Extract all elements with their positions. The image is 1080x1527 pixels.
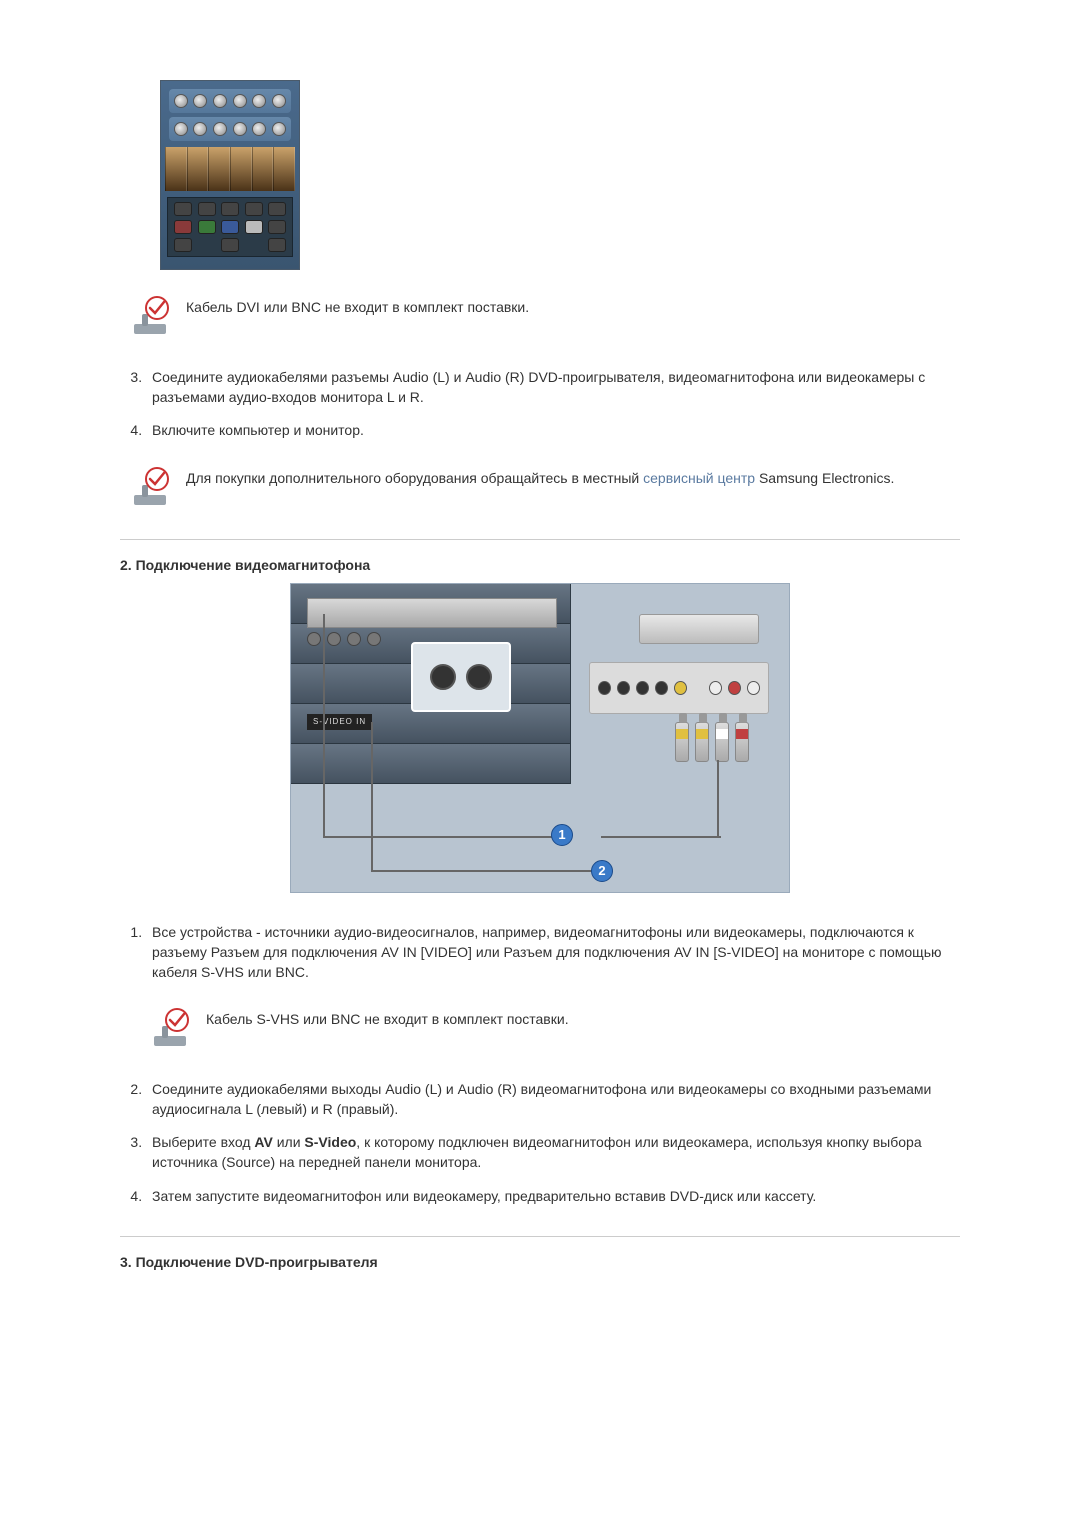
note-text: Для покупки дополнительного оборудования… bbox=[186, 465, 894, 489]
list-item: Все устройства - источники аудио-видеоси… bbox=[146, 923, 960, 982]
list-item: Включите компьютер и монитор. bbox=[146, 421, 960, 441]
note-icon bbox=[150, 1006, 190, 1050]
knob-row bbox=[169, 117, 291, 141]
instruction-list-b: Все устройства - источники аудио-видеоси… bbox=[120, 923, 960, 982]
svideo-callout bbox=[411, 642, 511, 712]
note-suffix: Samsung Electronics. bbox=[755, 470, 894, 486]
jack-grid bbox=[167, 197, 293, 257]
io-panel bbox=[589, 662, 769, 714]
note-dvi-bnc: Кабель DVI или BNC не входит в комплект … bbox=[130, 294, 960, 338]
figure-vcr-connection: S-VIDEO IN 1 2 bbox=[290, 583, 790, 893]
list-item: Затем запустите видеомагнитофон или виде… bbox=[146, 1187, 960, 1207]
document-page: Кабель DVI или BNC не входит в комплект … bbox=[0, 0, 1080, 1527]
rca-plugs bbox=[675, 722, 749, 762]
service-center-link[interactable]: сервисный центр bbox=[643, 470, 755, 486]
figure-back-panel bbox=[160, 80, 300, 270]
section-heading-vcr: 2. Подключение видеомагнитофона bbox=[120, 556, 960, 576]
callout-badge-1: 1 bbox=[551, 824, 573, 846]
svideo-label: S-VIDEO IN bbox=[307, 714, 372, 729]
list-item: Выберите вход AV или S-Video, к которому… bbox=[146, 1133, 960, 1172]
note-text: Кабель S-VHS или BNC не входит в комплек… bbox=[206, 1006, 569, 1030]
note-service-center: Для покупки дополнительного оборудования… bbox=[130, 465, 960, 509]
list-item: Соедините аудиокабелями разъемы Audio (L… bbox=[146, 368, 960, 407]
note-prefix: Для покупки дополнительного оборудования… bbox=[186, 470, 643, 486]
separator bbox=[120, 539, 960, 540]
note-svhs-bnc: Кабель S-VHS или BNC не входит в комплек… bbox=[150, 1006, 960, 1050]
note-icon bbox=[130, 294, 170, 338]
separator bbox=[120, 1236, 960, 1237]
list-item: Соедините аудиокабелями выходы Audio (L)… bbox=[146, 1080, 960, 1119]
section-heading-dvd: 3. Подключение DVD-проигрывателя bbox=[120, 1253, 960, 1273]
panel-slots bbox=[165, 147, 295, 191]
note-text: Кабель DVI или BNC не входит в комплект … bbox=[186, 294, 529, 318]
instruction-list-a: Соедините аудиокабелями разъемы Audio (L… bbox=[120, 368, 960, 441]
callout-badge-2: 2 bbox=[591, 860, 613, 882]
instruction-list-c: Соедините аудиокабелями выходы Audio (L)… bbox=[120, 1080, 960, 1206]
dvd-device bbox=[639, 614, 759, 644]
knob-row bbox=[169, 89, 291, 113]
note-icon bbox=[130, 465, 170, 509]
